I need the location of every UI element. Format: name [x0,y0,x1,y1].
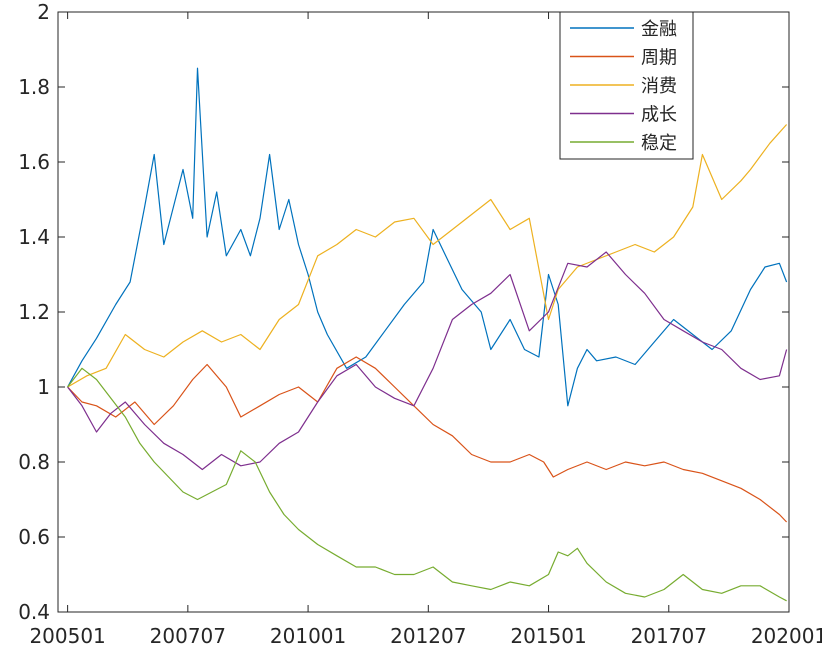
series-line-3 [67,251,788,471]
x-axis: 200501 200707 201001 201207 201501 201707 2020… [29,12,822,648]
legend-label-4: 稳定 [641,133,677,154]
series-line-4 [67,367,787,602]
x-tick-label: 200501 [29,624,105,648]
y-tick-label: 1.6 [18,150,50,174]
y-tick-label: 1.2 [18,300,50,324]
y-tick-label: 0.4 [18,600,50,624]
x-tick-label: 201001 [270,624,346,648]
y-tick-label: 0.6 [18,525,50,549]
x-tick-label: 202001 [751,624,822,648]
legend-label-0: 金融 [641,19,677,40]
series-line-2 [67,124,788,388]
y-tick-label: 0.8 [18,450,50,474]
series-line-1 [67,356,788,523]
legend-label-2: 消费 [641,76,677,97]
y-tick-label: 1 [37,375,50,399]
x-tick-label: 200707 [150,624,226,648]
x-tick-label: 201707 [631,624,707,648]
series-line-0 [67,67,788,407]
legend-label-3: 成长 [641,105,677,126]
y-tick-label: 2 [37,0,50,24]
legend-label-1: 周期 [641,48,677,69]
x-tick-label: 201501 [510,624,586,648]
y-axis: 0.4 0.6 0.8 1 1.2 1.4 1.6 1.8 2 [18,0,789,624]
x-tick-label: 201207 [390,624,466,648]
series-layer [67,67,788,602]
y-tick-label: 1.8 [18,75,50,99]
y-tick-label: 1.4 [18,225,50,249]
